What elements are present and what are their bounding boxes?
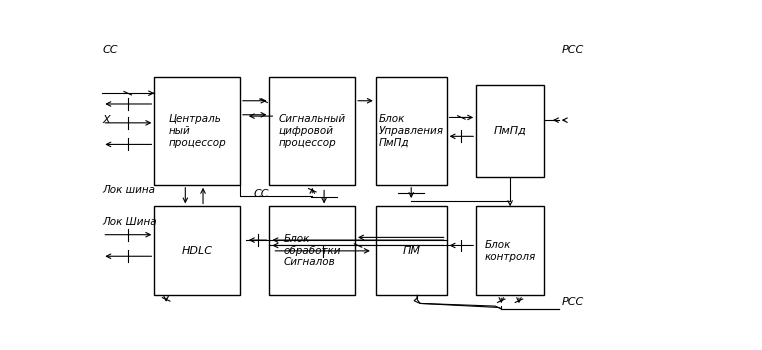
Bar <box>376 206 447 295</box>
Text: Сигнальный
цифровой
процессор: Сигнальный цифровой процессор <box>279 114 346 148</box>
Text: Блок
Управления
ПмПд: Блок Управления ПмПд <box>379 114 443 148</box>
Text: Х: Х <box>102 115 110 125</box>
Bar <box>270 206 355 295</box>
Bar <box>154 77 240 185</box>
Text: Централь
ный
процессор: Централь ный процессор <box>168 114 226 148</box>
Text: Лок Шина: Лок Шина <box>102 217 157 227</box>
Bar <box>270 77 355 185</box>
Text: СС: СС <box>254 189 269 199</box>
Text: HDLC: HDLC <box>181 246 213 256</box>
Bar <box>376 77 447 185</box>
Text: Лок шина: Лок шина <box>102 185 155 195</box>
Bar <box>154 206 240 295</box>
Text: Блок
обработки
Сигналов: Блок обработки Сигналов <box>283 234 341 267</box>
Text: СС: СС <box>102 45 118 55</box>
Text: РСС: РСС <box>562 297 584 307</box>
Bar <box>476 85 544 177</box>
Text: ПМ: ПМ <box>402 246 420 256</box>
Text: ПмПд: ПмПд <box>494 126 527 136</box>
Text: Блок
контроля: Блок контроля <box>485 240 536 262</box>
Bar <box>476 206 544 295</box>
Text: РСС: РСС <box>562 45 584 55</box>
